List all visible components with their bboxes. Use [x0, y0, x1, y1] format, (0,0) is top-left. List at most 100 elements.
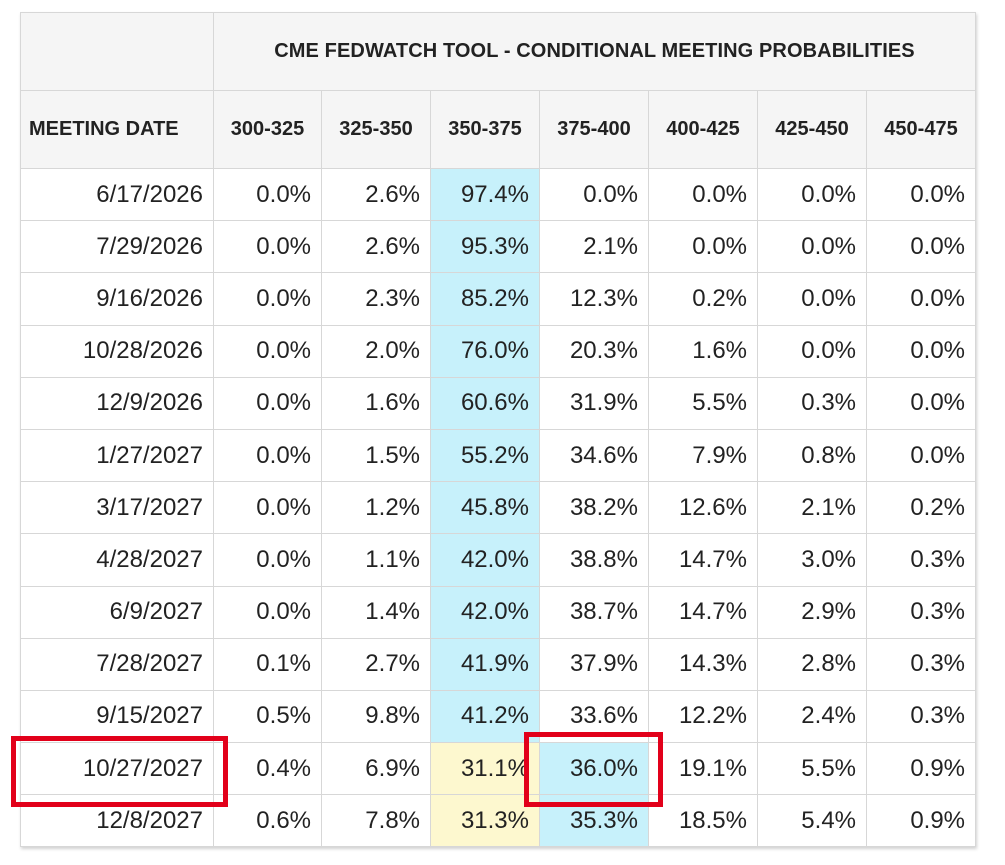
probability-cell: 2.6%	[321, 167, 431, 222]
meeting-date-cell: 6/17/2026	[20, 167, 214, 222]
probability-cell: 7.8%	[321, 794, 431, 848]
meeting-date-cell: 7/29/2026	[20, 220, 214, 274]
probability-cell: 0.0%	[213, 428, 322, 483]
probability-cell: 0.0%	[865, 376, 977, 430]
probability-cell: 2.1%	[539, 220, 649, 274]
probability-cell: 2.6%	[321, 220, 431, 274]
probability-cell: 1.2%	[321, 481, 431, 535]
probability-cell: 6.9%	[321, 742, 431, 796]
probability-cell: 5.4%	[757, 794, 867, 848]
probability-cell: 0.0%	[865, 428, 977, 483]
probability-cell: 0.9%	[865, 794, 977, 848]
probability-cell: 0.0%	[865, 167, 977, 222]
table-title: CME FEDWATCH TOOL - CONDITIONAL MEETING …	[212, 12, 977, 91]
probability-cell: 0.0%	[865, 324, 977, 378]
meeting-date-cell: 3/17/2027	[20, 481, 214, 535]
probability-cell: 5.5%	[648, 376, 758, 430]
probability-cell: 42.0%	[430, 585, 540, 639]
probability-cell: 1.4%	[321, 585, 431, 639]
probability-cell: 76.0%	[430, 324, 540, 378]
probability-cell: 41.2%	[430, 689, 540, 744]
meeting-date-cell: 9/16/2026	[20, 272, 214, 326]
probability-cell: 31.1%	[430, 742, 540, 796]
probability-cell: 0.8%	[757, 428, 867, 483]
column-header-row: MEETING DATE 300-325 325-350 350-375 375-40…	[20, 90, 977, 169]
probability-cell: 0.0%	[648, 167, 758, 222]
probability-cell: 31.9%	[539, 376, 649, 430]
probability-cell: 1.1%	[321, 533, 431, 587]
probability-cell: 38.7%	[539, 585, 649, 639]
probability-cell: 0.0%	[865, 220, 977, 274]
probability-cell: 2.9%	[757, 585, 867, 639]
probability-cell: 0.0%	[757, 272, 867, 326]
table-row: 4/28/2027 0.0% 1.1% 42.0% 38.8% 14.7% 3.0% 0.3%	[20, 533, 977, 587]
probability-cell: 0.3%	[757, 376, 867, 430]
meeting-date-cell: 10/28/2026	[20, 324, 214, 378]
probability-cell: 9.8%	[321, 689, 431, 744]
probability-cell: 0.1%	[213, 637, 322, 691]
probability-cell: 14.7%	[648, 585, 758, 639]
probability-cell: 0.0%	[213, 324, 322, 378]
rate-range-header-325-350: 325-350	[321, 90, 431, 169]
probability-cell: 14.3%	[648, 637, 758, 691]
probability-cell: 5.5%	[757, 742, 867, 796]
probability-cell: 19.1%	[648, 742, 758, 796]
rate-range-header-375-400: 375-400	[539, 90, 649, 169]
probability-cell: 0.0%	[865, 272, 977, 326]
meeting-date-cell: 6/9/2027	[20, 585, 214, 639]
probability-cell: 0.9%	[865, 742, 977, 796]
probability-cell: 60.6%	[430, 376, 540, 430]
table-row: 9/15/2027 0.5% 9.8% 41.2% 33.6% 12.2% 2.4% 0.3%	[20, 689, 977, 744]
probability-cell: 14.7%	[648, 533, 758, 587]
probability-cell: 85.2%	[430, 272, 540, 326]
rate-range-header-300-325: 300-325	[213, 90, 322, 169]
probability-cell: 0.3%	[865, 689, 977, 744]
rate-range-header-350-375: 350-375	[430, 90, 540, 169]
probability-cell: 2.0%	[321, 324, 431, 378]
probability-cell: 0.0%	[648, 220, 758, 274]
probability-cell: 38.2%	[539, 481, 649, 535]
table-row: 12/8/2027 0.6% 7.8% 31.3% 35.3% 18.5% 5.4% 0.9%	[20, 794, 977, 848]
probability-cell: 0.0%	[213, 533, 322, 587]
probability-cell: 55.2%	[430, 428, 540, 483]
probability-cell: 1.5%	[321, 428, 431, 483]
probability-cell: 0.0%	[213, 481, 322, 535]
probability-cell: 0.0%	[539, 167, 649, 222]
probability-cell: 12.6%	[648, 481, 758, 535]
probability-cell: 33.6%	[539, 689, 649, 744]
table-row: 7/28/2027 0.1% 2.7% 41.9% 37.9% 14.3% 2.8% 0.3%	[20, 637, 977, 691]
probability-cell: 3.0%	[757, 533, 867, 587]
probability-cell: 0.0%	[213, 585, 322, 639]
probability-cell: 0.0%	[213, 220, 322, 274]
probability-cell: 0.4%	[213, 742, 322, 796]
corner-cell	[20, 12, 214, 91]
probability-cell: 0.5%	[213, 689, 322, 744]
probability-cell: 0.3%	[865, 637, 977, 691]
probability-cell: 2.1%	[757, 481, 867, 535]
probability-cell: 45.8%	[430, 481, 540, 535]
probability-cell: 0.0%	[757, 324, 867, 378]
meeting-date-header: MEETING DATE	[20, 90, 214, 169]
probability-cell: 1.6%	[321, 376, 431, 430]
probability-cell: 97.4%	[430, 167, 540, 222]
meeting-date-cell: 12/8/2027	[20, 794, 214, 848]
probability-cell: 36.0%	[539, 742, 649, 796]
probability-cell: 2.3%	[321, 272, 431, 326]
probability-cell: 0.0%	[213, 167, 322, 222]
probability-cell: 7.9%	[648, 428, 758, 483]
probability-cell: 18.5%	[648, 794, 758, 848]
table-row: 9/16/2026 0.0% 2.3% 85.2% 12.3% 0.2% 0.0% 0.0%	[20, 272, 977, 326]
probability-cell: 12.3%	[539, 272, 649, 326]
table-row: 3/17/2027 0.0% 1.2% 45.8% 38.2% 12.6% 2.1% 0.2%	[20, 481, 977, 535]
probability-cell: 34.6%	[539, 428, 649, 483]
probability-cell: 0.3%	[865, 533, 977, 587]
probability-cell: 0.0%	[213, 272, 322, 326]
probability-cell: 0.2%	[648, 272, 758, 326]
table-row: 1/27/2027 0.0% 1.5% 55.2% 34.6% 7.9% 0.8% 0.0%	[20, 428, 977, 483]
meeting-date-cell: 10/27/2027	[20, 742, 214, 796]
probability-cell: 0.6%	[213, 794, 322, 848]
probability-cell: 2.8%	[757, 637, 867, 691]
meeting-date-cell: 7/28/2027	[20, 637, 214, 691]
rate-range-header-450-475: 450-475	[865, 90, 977, 169]
probability-cell: 42.0%	[430, 533, 540, 587]
